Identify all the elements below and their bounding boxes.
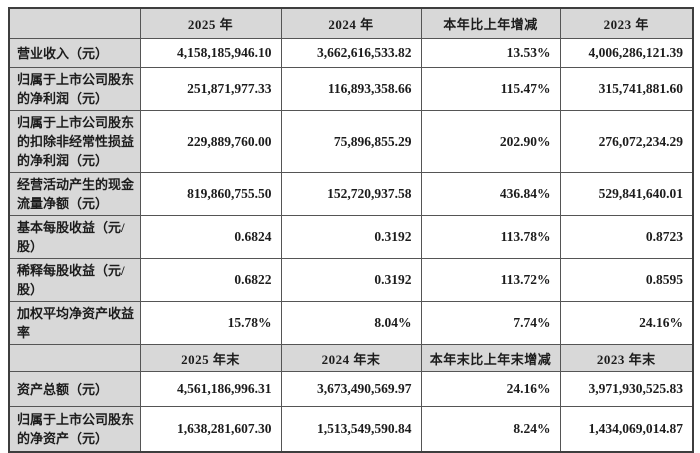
cell-value-2023: 0.8723 (559, 215, 694, 259)
column-header-yoy-change: 本年比上年增减 (420, 7, 561, 39)
cell-value-2024: 3,662,616,533.82 (280, 38, 422, 68)
cell-value-2023: 3,971,930,525.83 (559, 371, 694, 407)
column-header-2023-end: 2023 年末 (559, 344, 694, 372)
column-header-2025-end: 2025 年末 (139, 344, 282, 372)
corner-cell (8, 7, 141, 39)
table-row-basic-eps: 基本每股收益（元/股） 0.6824 0.3192 113.78% 0.8723 (8, 215, 694, 259)
row-label: 归属于上市公司股东的扣除非经常性损益的净利润（元） (8, 110, 141, 173)
row-label: 稀释每股收益（元/股） (8, 258, 141, 302)
cell-value-change: 436.84% (420, 172, 561, 216)
column-header-2024-end: 2024 年末 (280, 344, 422, 372)
financial-summary-table: 2025 年 2024 年 本年比上年增减 2023 年 营业收入（元） 4,1… (8, 7, 694, 453)
row-label: 归属于上市公司股东的净利润（元） (8, 67, 141, 111)
row-label: 资产总额（元） (8, 371, 141, 407)
cell-value-change: 24.16% (420, 371, 561, 407)
cell-value-2023: 4,006,286,121.39 (559, 38, 694, 68)
column-header-2023: 2023 年 (559, 7, 694, 39)
year-end-header-row: 2025 年末 2024 年末 本年末比上年末增减 2023 年末 (8, 344, 694, 372)
row-label: 营业收入（元） (8, 38, 141, 68)
cell-value-2023: 529,841,640.01 (559, 172, 694, 216)
cell-value-change: 113.78% (420, 215, 561, 259)
cell-value-2023: 24.16% (559, 301, 694, 345)
cell-value-2025: 0.6824 (139, 215, 282, 259)
table-row-net-profit-excl-nonrecurring: 归属于上市公司股东的扣除非经常性损益的净利润（元） 229,889,760.00… (8, 110, 694, 173)
cell-value-2025: 251,871,977.33 (139, 67, 282, 111)
row-label: 加权平均净资产收益率 (8, 301, 141, 345)
cell-value-2024: 0.3192 (280, 258, 422, 302)
column-header-2024: 2024 年 (280, 7, 422, 39)
cell-value-2024: 75,896,855.29 (280, 110, 422, 173)
table-row-weighted-avg-roe: 加权平均净资产收益率 15.78% 8.04% 7.74% 24.16% (8, 301, 694, 345)
cell-value-2025: 15.78% (139, 301, 282, 345)
financial-summary-page: 2025 年 2024 年 本年比上年增减 2023 年 营业收入（元） 4,1… (8, 7, 694, 453)
cell-value-change: 115.47% (420, 67, 561, 111)
row-label: 基本每股收益（元/股） (8, 215, 141, 259)
table-row-operating-cash-flow: 经营活动产生的现金流量净额（元） 819,860,755.50 152,720,… (8, 172, 694, 216)
cell-value-2024: 116,893,358.66 (280, 67, 422, 111)
table-row-total-assets: 资产总额（元） 4,561,186,996.31 3,673,490,569.9… (8, 371, 694, 407)
cell-value-2024: 3,673,490,569.97 (280, 371, 422, 407)
cell-value-2025: 4,158,185,946.10 (139, 38, 282, 68)
cell-value-2024: 1,513,549,590.84 (280, 406, 422, 453)
cell-value-change: 13.53% (420, 38, 561, 68)
column-header-2025: 2025 年 (139, 7, 282, 39)
table-row-revenue: 营业收入（元） 4,158,185,946.10 3,662,616,533.8… (8, 38, 694, 68)
cell-value-2025: 1,638,281,607.30 (139, 406, 282, 453)
cell-value-2025: 229,889,760.00 (139, 110, 282, 173)
cell-value-2024: 8.04% (280, 301, 422, 345)
cell-value-2024: 152,720,937.58 (280, 172, 422, 216)
table-row-net-assets: 归属于上市公司股东的净资产（元） 1,638,281,607.30 1,513,… (8, 406, 694, 453)
row-label: 经营活动产生的现金流量净额（元） (8, 172, 141, 216)
cell-value-change: 7.74% (420, 301, 561, 345)
cell-value-2023: 0.8595 (559, 258, 694, 302)
cell-value-2023: 315,741,881.60 (559, 67, 694, 111)
row-label: 归属于上市公司股东的净资产（元） (8, 406, 141, 453)
cell-value-change: 8.24% (420, 406, 561, 453)
corner-cell (8, 344, 141, 372)
table-row-diluted-eps: 稀释每股收益（元/股） 0.6822 0.3192 113.72% 0.8595 (8, 258, 694, 302)
table-row-net-profit: 归属于上市公司股东的净利润（元） 251,871,977.33 116,893,… (8, 67, 694, 111)
cell-value-2024: 0.3192 (280, 215, 422, 259)
cell-value-2025: 4,561,186,996.31 (139, 371, 282, 407)
cell-value-2023: 1,434,069,014.87 (559, 406, 694, 453)
cell-value-2025: 0.6822 (139, 258, 282, 302)
cell-value-2023: 276,072,234.29 (559, 110, 694, 173)
cell-value-2025: 819,860,755.50 (139, 172, 282, 216)
column-header-year-end-change: 本年末比上年末增减 (420, 344, 561, 372)
cell-value-change: 113.72% (420, 258, 561, 302)
annual-header-row: 2025 年 2024 年 本年比上年增减 2023 年 (8, 7, 694, 39)
cell-value-change: 202.90% (420, 110, 561, 173)
